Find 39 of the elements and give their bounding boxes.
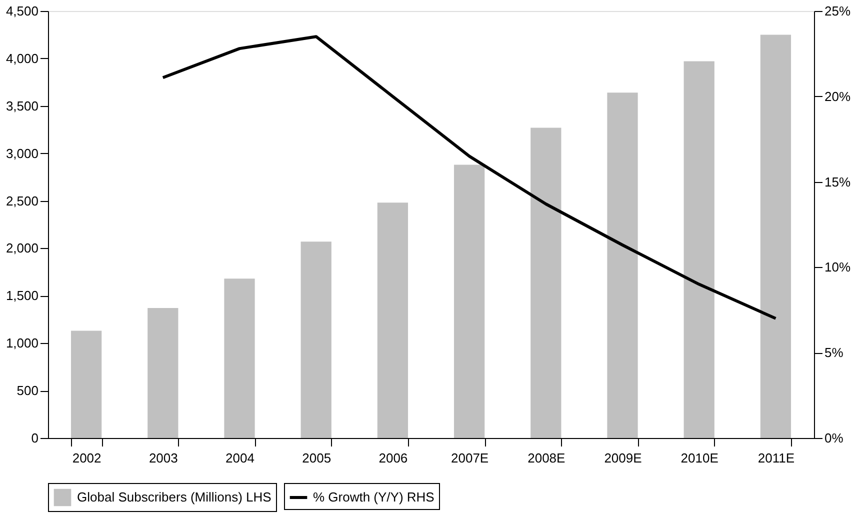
y-tick-label: 2,500 <box>6 193 38 208</box>
y-tick-label: 1,500 <box>6 288 38 304</box>
y2-tick-label: 15% <box>824 174 851 190</box>
x-tick-label: 2004 <box>226 450 254 466</box>
y-tick-label: 3,500 <box>6 98 38 114</box>
x-tick-label: 2006 <box>378 450 408 466</box>
y2-tick-label: 5% <box>824 345 844 360</box>
y-tick-label: 3,000 <box>6 146 38 161</box>
bar <box>760 34 792 438</box>
bar <box>530 128 562 438</box>
y-tick-label: 0 <box>31 430 38 446</box>
y-tick-label: 500 <box>16 383 38 398</box>
y-tick-label: 4,000 <box>6 50 38 66</box>
legend-label: Global Subscribers (Millions) LHS <box>77 490 272 504</box>
bar <box>454 164 485 438</box>
x-tick-label: 2005 <box>302 450 332 466</box>
y2-tick-label: 0% <box>824 430 844 446</box>
bar <box>684 61 714 438</box>
bar <box>300 242 332 438</box>
bar <box>377 202 408 438</box>
y-tick-label: 1,000 <box>6 336 38 351</box>
y-tick-label: 4,500 <box>6 4 38 18</box>
bar <box>148 308 178 438</box>
y-tick-label: 2,000 <box>6 240 38 256</box>
y2-tick-label: 25% <box>824 4 851 18</box>
line-series <box>161 35 778 320</box>
x-tick-label: 2002 <box>72 450 102 466</box>
legend-label: % Growth (Y/Y) RHS <box>313 490 435 504</box>
y2-tick-label: 20% <box>824 88 851 104</box>
x-tick-label: 2008E <box>528 450 566 466</box>
x-tick-label: 2007E <box>451 450 489 466</box>
x-tick-label: 2011E <box>758 450 795 466</box>
y2-tick-label: 10% <box>824 260 851 275</box>
x-tick-label: 2010E <box>680 450 719 466</box>
bar <box>224 278 255 438</box>
x-tick-label: 2009E <box>604 450 642 466</box>
bar <box>607 92 638 438</box>
bar <box>70 330 102 438</box>
x-tick-label: 2003 <box>148 450 178 466</box>
